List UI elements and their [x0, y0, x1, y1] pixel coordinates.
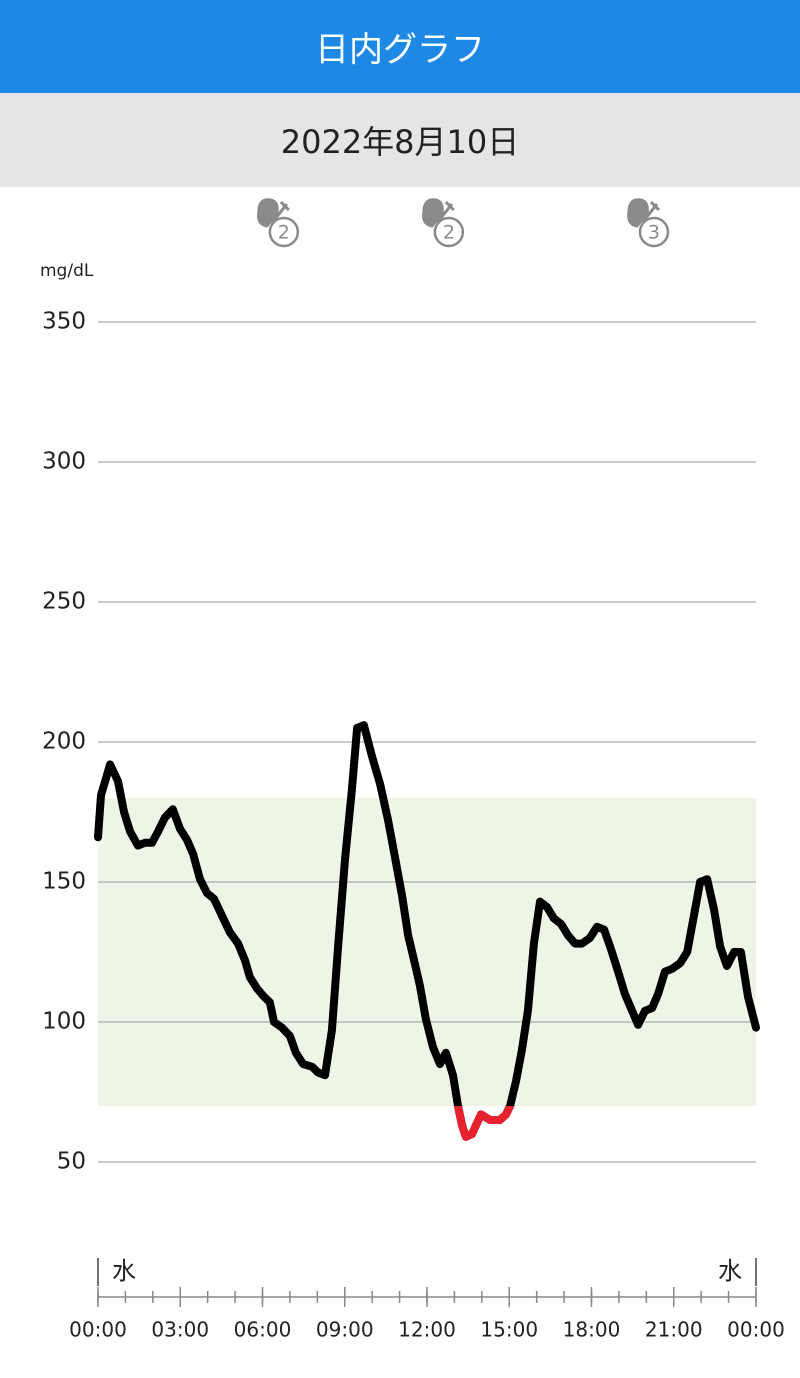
event-icon [422, 198, 455, 228]
x-tick-label: 00:00 [727, 1318, 785, 1342]
y-tick-label: 350 [42, 309, 86, 335]
x-tick-label: 18:00 [563, 1318, 621, 1342]
event-badge [433, 216, 465, 248]
event-glyph [257, 198, 290, 228]
event-glyph [627, 198, 661, 228]
event-badge [268, 216, 300, 248]
x-tick-label: 09:00 [316, 1318, 374, 1342]
header-title: 日内グラフ [0, 0, 800, 93]
x-tick-label: 06:00 [234, 1318, 292, 1342]
x-tick-label: 12:00 [398, 1318, 456, 1342]
event-count: 2 [443, 222, 455, 244]
x-tick-label: 21:00 [645, 1318, 703, 1342]
y-tick-label: 50 [57, 1149, 86, 1175]
y-axis-label: mg/dL [40, 261, 94, 281]
y-tick-label: 200 [42, 729, 86, 755]
event-glyph [422, 198, 455, 228]
date-label: 2022年8月10日 [0, 93, 800, 187]
y-tick-label: 150 [42, 869, 86, 895]
y-tick-label: 250 [42, 589, 86, 615]
x-tick-label: 00:00 [69, 1318, 127, 1342]
event-icon [627, 198, 661, 228]
target-range [98, 798, 756, 1106]
x-tick-label: 15:00 [480, 1318, 538, 1342]
event-count: 3 [648, 222, 660, 244]
x-tick-label: 03:00 [151, 1318, 209, 1342]
y-tick-label: 300 [42, 449, 86, 475]
day-label: 水 [112, 1257, 136, 1285]
event-badge [638, 216, 670, 248]
y-tick-label: 100 [42, 1009, 86, 1035]
day-label: 水 [718, 1257, 742, 1285]
glucose-line [94, 721, 760, 1141]
event-count: 2 [278, 222, 290, 244]
event-icon [257, 198, 290, 228]
